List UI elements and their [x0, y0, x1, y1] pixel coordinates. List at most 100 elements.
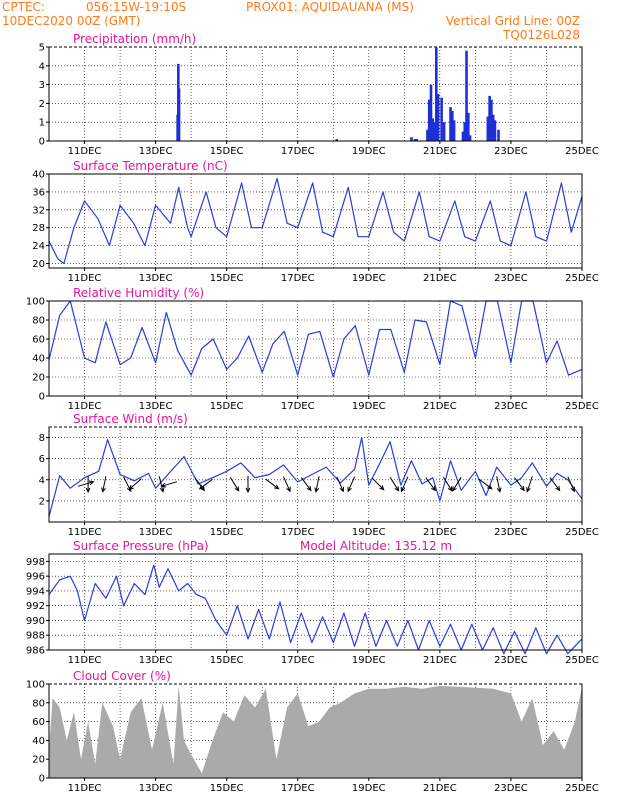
x-tick-label: 19DEC [352, 146, 386, 157]
precipitation-bar [431, 118, 435, 141]
y-tick-label: 998 [26, 557, 45, 568]
header-station: PROX01: AQUIDAUANA (MS) [246, 0, 414, 14]
y-tick-label: 4 [39, 61, 45, 72]
y-tick-label: 80 [32, 698, 45, 709]
wind-arrow [229, 476, 240, 492]
x-tick-label: 13DEC [139, 527, 173, 538]
temperature-line [48, 177, 583, 265]
precipitation-bar [452, 120, 456, 141]
y-tick-label: 986 [26, 646, 45, 657]
x-tick-label: 25DEC [565, 146, 599, 157]
panel-frame [48, 46, 583, 142]
model-altitude-label: Model Altitude: 135.12 m [300, 539, 452, 553]
y-tick-label: 0 [39, 392, 45, 403]
y-tick-label: 24 [32, 241, 45, 252]
wind-arrow [400, 476, 409, 493]
x-tick-label: 23DEC [494, 401, 528, 412]
y-tick-label: 100 [26, 680, 45, 691]
x-tick-label: 23DEC [494, 527, 528, 538]
x-tick-label: 23DEC [494, 146, 528, 157]
y-tick-label: 8 [39, 433, 45, 444]
x-tick-label: 13DEC [139, 655, 173, 666]
precipitation-bar [451, 110, 454, 141]
wind-arrow [101, 476, 107, 493]
x-tick-label: 13DEC [139, 783, 173, 794]
precipitation-bar [491, 114, 495, 141]
x-tick-label: 11DEC [68, 401, 102, 412]
cloud-cover-area [49, 685, 582, 778]
wind-arrows [77, 476, 575, 494]
wind-arrow [198, 478, 213, 490]
header-coordinates: 056:15W-19:10S [86, 0, 186, 14]
y-tick-label: 1 [39, 118, 45, 129]
wind-arrow [158, 476, 165, 493]
y-tick-label: 990 [26, 616, 45, 627]
precipitation-bar [465, 50, 468, 142]
y-tick-label: 40 [32, 170, 45, 181]
precipitation-bar [435, 47, 438, 141]
x-tick-label: 17DEC [281, 655, 315, 666]
precipitation-bar [427, 99, 431, 141]
x-tick-label: 19DEC [352, 783, 386, 794]
x-tick-label: 19DEC [352, 655, 386, 666]
x-tick-label: 13DEC [139, 401, 173, 412]
pressure-line [48, 564, 583, 655]
y-tick-label: 994 [26, 586, 45, 597]
wind-arrow [85, 476, 91, 494]
humidity-title: Relative Humidity (%) [73, 286, 204, 300]
y-tick-label: 32 [32, 205, 45, 216]
header: CPTEC: 056:15W-19:10S PROX01: AQUIDAUANA… [2, 0, 580, 42]
x-tick-label: 15DEC [210, 655, 244, 666]
x-tick-label: 19DEC [352, 527, 386, 538]
precipitation-bar [440, 97, 443, 141]
precipitation-bar [449, 107, 452, 141]
wind-arrow [347, 476, 356, 493]
wind-arrow [245, 476, 251, 494]
x-tick-label: 17DEC [281, 783, 315, 794]
header-grid-note: Vertical Grid Line: 00Z [446, 14, 580, 28]
wind-arrow [300, 477, 312, 492]
y-tick-label: 40 [32, 354, 45, 365]
wind-title: Surface Wind (m/s) [73, 412, 188, 426]
x-tick-label: 15DEC [210, 146, 244, 157]
y-tick-label: 992 [26, 601, 45, 612]
precipitation-bar [486, 116, 490, 141]
precipitation-bar [426, 129, 429, 141]
x-tick-label: 25DEC [565, 401, 599, 412]
wind-arrow [425, 477, 437, 492]
x-tick-label: 21DEC [423, 401, 457, 412]
y-tick-label: 0 [39, 774, 45, 785]
y-tick-label: 20 [32, 259, 45, 270]
y-tick-label: 996 [26, 572, 45, 583]
wind-arrow [160, 481, 178, 488]
y-tick-label: 20 [32, 755, 45, 766]
precipitation-bar [413, 139, 417, 141]
x-tick-label: 11DEC [68, 146, 102, 157]
x-tick-label: 23DEC [494, 783, 528, 794]
wind-arrow [389, 476, 400, 492]
x-tick-label: 17DEC [281, 527, 315, 538]
y-tick-label: 0 [39, 137, 45, 148]
wind-arrow [77, 480, 95, 487]
precipitation-bar [490, 99, 493, 141]
wind-arrow [265, 478, 280, 490]
y-tick-label: 3 [39, 80, 45, 91]
header-code: TQ0126L028 [502, 28, 580, 42]
y-tick-label: 100 [26, 297, 45, 308]
x-tick-label: 11DEC [68, 655, 102, 666]
header-source: CPTEC: [2, 0, 45, 14]
precipitation-bar [463, 122, 467, 141]
y-tick-label: 60 [32, 335, 45, 346]
temperature-panel: 20 24 28 32 36 40 11DEC 13DEC 15DEC 17DEC 19DEC 21D… [32, 159, 599, 284]
precipitation-title: Precipitation (mm/h) [73, 32, 196, 46]
x-tick-label: 17DEC [281, 273, 315, 284]
precipitation-bar [177, 88, 181, 141]
y-tick-label: 28 [32, 223, 45, 234]
x-tick-label: 23DEC [494, 273, 528, 284]
precipitation-bar [410, 137, 413, 141]
x-tick-label: 19DEC [352, 273, 386, 284]
panel-frame [48, 300, 583, 397]
wind-arrow [514, 477, 525, 492]
precipitation-bar [466, 112, 470, 141]
x-tick-label: 25DEC [565, 527, 599, 538]
